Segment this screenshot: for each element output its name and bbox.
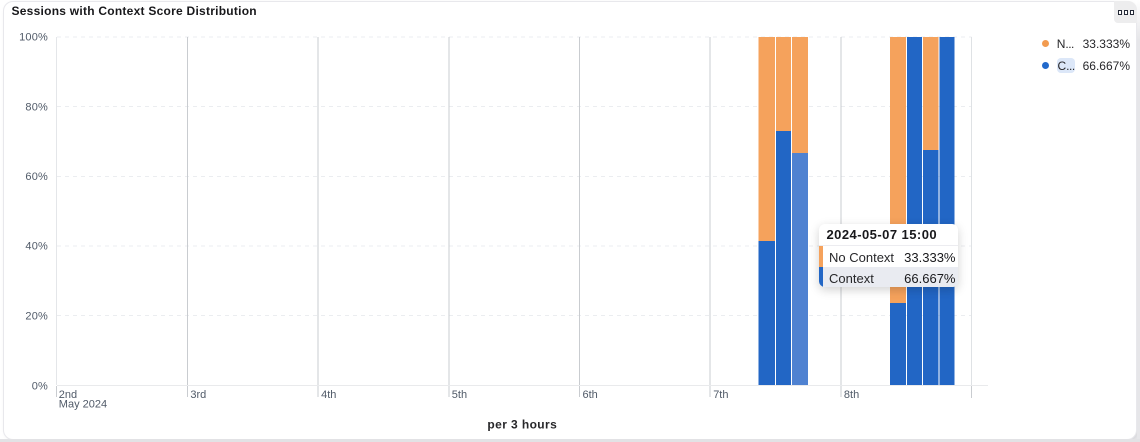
svg-text:0%: 0% [32,380,48,392]
svg-text:6th: 6th [583,389,598,401]
svg-text:4th: 4th [321,389,336,401]
svg-text:May 2024: May 2024 [59,398,107,410]
svg-text:20%: 20% [25,310,48,322]
svg-text:8th: 8th [844,389,859,401]
svg-text:7th: 7th [713,389,728,401]
svg-text:40%: 40% [25,241,48,253]
svg-text:80%: 80% [25,101,48,113]
svg-text:5th: 5th [452,389,467,401]
svg-text:2nd: 2nd [59,389,77,401]
svg-text:100%: 100% [19,32,48,44]
svg-text:3rd: 3rd [190,389,206,401]
svg-text:60%: 60% [25,171,48,183]
svg-text:per 3 hours: per 3 hours [487,418,557,432]
